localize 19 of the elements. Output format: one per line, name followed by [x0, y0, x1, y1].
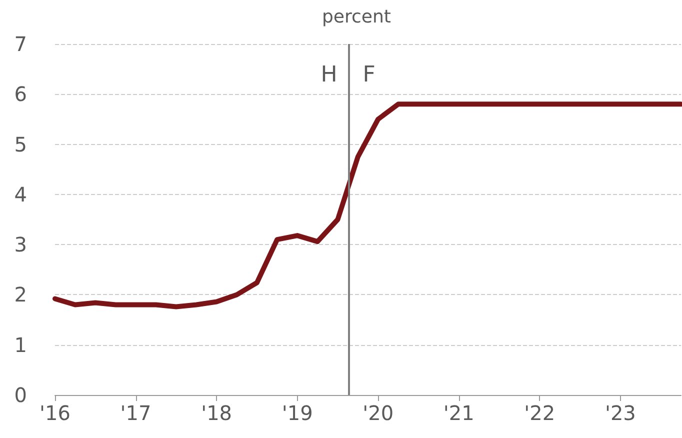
y-tick-label: 6	[14, 82, 27, 106]
x-tick-label: '18	[201, 401, 232, 425]
y-tick-label: 0	[14, 383, 27, 407]
annotation: H	[320, 62, 338, 88]
x-tick-label: '17	[120, 401, 152, 425]
x-tick-label: '22	[524, 401, 556, 425]
x-tick-label: '16	[40, 401, 70, 425]
y-tick-label: 1	[14, 332, 27, 357]
y-tick-label: 7	[14, 32, 27, 56]
y-tick-label: 4	[14, 182, 27, 206]
y-axis-title: percent	[322, 6, 391, 28]
annotation: F	[362, 62, 376, 88]
y-tick-label: 3	[14, 232, 27, 257]
x-tick-label: '21	[443, 401, 474, 425]
x-tick-label: '23	[604, 401, 636, 425]
x-tick-label: '20	[362, 401, 394, 425]
x-tick-label: '19	[282, 401, 313, 425]
y-tick-label: 2	[14, 282, 27, 307]
y-tick-label: 5	[14, 132, 27, 156]
